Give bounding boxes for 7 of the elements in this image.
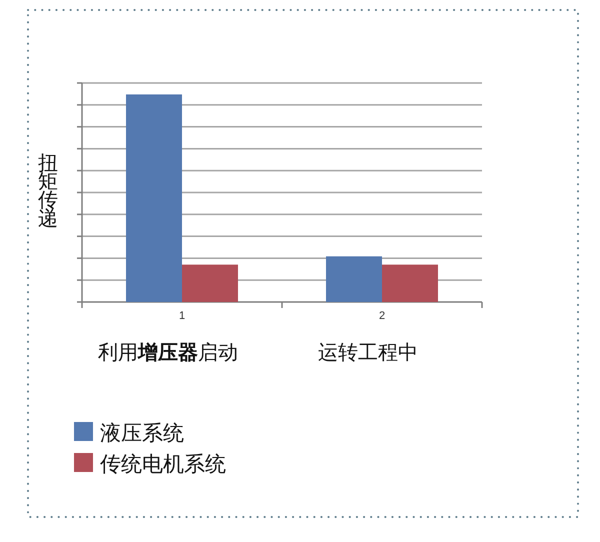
legend-label: 传统电机系统: [100, 453, 226, 476]
x-tick-label: 1: [178, 310, 186, 322]
y-axis-title: 扭矩传递: [38, 150, 58, 230]
x-tick-label: 2: [378, 310, 386, 322]
text: 利用增压器启动: [98, 342, 238, 364]
legend-label: 液压系统: [100, 422, 184, 445]
text: 运转工程中: [318, 342, 418, 364]
